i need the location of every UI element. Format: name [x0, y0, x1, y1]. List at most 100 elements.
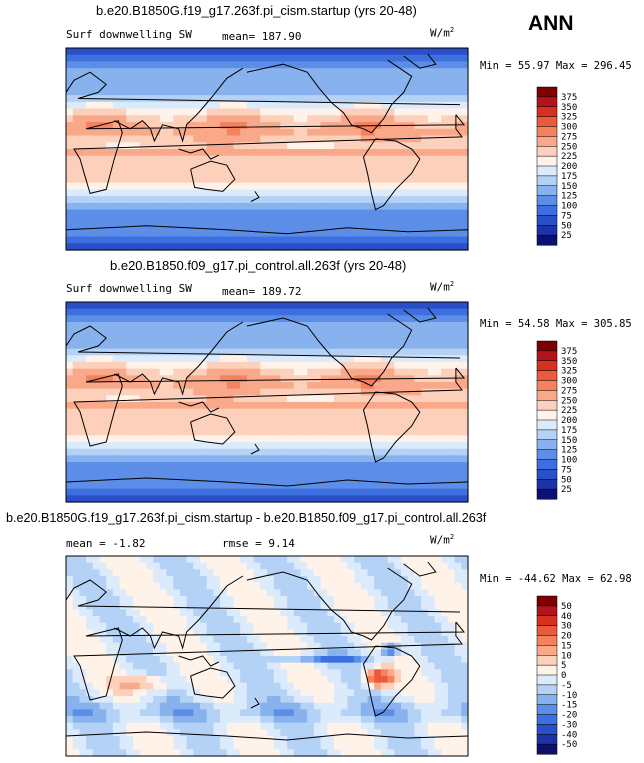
field-cell	[79, 428, 87, 436]
field-cell	[414, 189, 422, 197]
field-cell	[139, 196, 147, 204]
field-cell	[434, 74, 442, 83]
field-cell	[133, 135, 141, 143]
field-cell	[320, 569, 328, 577]
field-cell	[159, 582, 168, 590]
field-cell	[92, 442, 101, 450]
field-cell	[441, 562, 449, 570]
field-cell	[320, 382, 328, 390]
field-cell	[320, 682, 328, 690]
field-cell	[179, 175, 188, 184]
field-cell	[334, 54, 342, 63]
field-cell	[119, 115, 127, 123]
field-cell	[434, 101, 442, 110]
field-cell	[72, 656, 80, 664]
field-cell	[179, 54, 188, 63]
field-cell	[374, 128, 382, 137]
field-cell	[233, 229, 241, 238]
field-cell	[106, 236, 114, 244]
field-cell	[206, 636, 214, 644]
field-cell	[461, 128, 469, 137]
field-cell	[394, 223, 402, 231]
field-cell	[159, 216, 168, 224]
field-cell	[354, 328, 362, 336]
field-cell	[206, 68, 214, 76]
field-cell	[280, 415, 288, 423]
field-cell	[307, 182, 315, 190]
field-cell	[186, 189, 194, 197]
field-cell	[287, 388, 295, 396]
field-cell	[133, 388, 141, 396]
field-cell	[112, 569, 121, 577]
colorbar-swatch	[536, 459, 558, 470]
field-cell	[401, 175, 409, 184]
field-cell	[360, 355, 369, 363]
field-cell	[407, 422, 415, 430]
field-cell	[427, 689, 436, 697]
field-cell	[347, 48, 355, 56]
field-cell	[233, 669, 241, 677]
field-cell	[159, 662, 168, 670]
field-cell	[300, 182, 308, 190]
field-cell	[179, 142, 188, 150]
field-cell	[401, 61, 409, 69]
field-cell	[233, 482, 241, 490]
field-cell	[139, 128, 147, 137]
field-cell	[407, 448, 415, 456]
field-cell	[421, 302, 429, 310]
field-cell	[233, 596, 241, 604]
field-cell	[139, 382, 147, 390]
field-cell	[307, 382, 315, 390]
field-cell	[139, 488, 147, 496]
field-cell	[240, 488, 248, 496]
field-cell	[320, 142, 328, 150]
field-cell	[260, 402, 268, 410]
field-cell	[307, 48, 315, 56]
field-cell	[313, 428, 322, 436]
field-cell	[86, 362, 94, 370]
field-cell	[66, 169, 74, 177]
field-cell	[226, 596, 235, 604]
field-cell	[394, 556, 402, 564]
field-cell	[186, 569, 194, 577]
field-cell	[220, 482, 228, 490]
field-cell	[173, 342, 181, 350]
field-cell	[220, 569, 228, 577]
field-cell	[307, 223, 315, 231]
field-cell	[354, 455, 362, 463]
field-cell	[300, 428, 308, 436]
field-cell	[320, 656, 328, 664]
field-cell	[133, 622, 141, 630]
field-cell	[173, 243, 181, 251]
field-cell	[220, 576, 228, 584]
field-cell	[253, 101, 261, 110]
field-cell	[226, 175, 235, 184]
field-cell	[447, 328, 456, 336]
field-cell	[421, 402, 429, 410]
field-cell	[280, 68, 288, 76]
field-cell	[313, 616, 322, 624]
field-cell	[320, 676, 328, 684]
field-cell	[374, 475, 382, 483]
field-cell	[126, 676, 134, 684]
field-cell	[166, 696, 174, 704]
field-cell	[387, 175, 395, 184]
field-cell	[320, 74, 328, 83]
field-cell	[166, 122, 174, 130]
field-cell	[454, 415, 462, 423]
field-cell	[153, 422, 161, 430]
field-cell	[454, 602, 462, 610]
field-cell	[387, 495, 395, 503]
field-cell	[186, 408, 194, 416]
field-cell	[133, 609, 141, 617]
field-cell	[240, 682, 248, 690]
field-cell	[293, 101, 302, 110]
field-cell	[112, 402, 121, 410]
field-cell	[186, 142, 194, 150]
field-cell	[146, 556, 154, 564]
field-cell	[421, 362, 429, 370]
field-cell	[461, 562, 469, 570]
field-cell	[99, 696, 107, 704]
field-cell	[119, 415, 127, 423]
field-cell	[139, 562, 147, 570]
